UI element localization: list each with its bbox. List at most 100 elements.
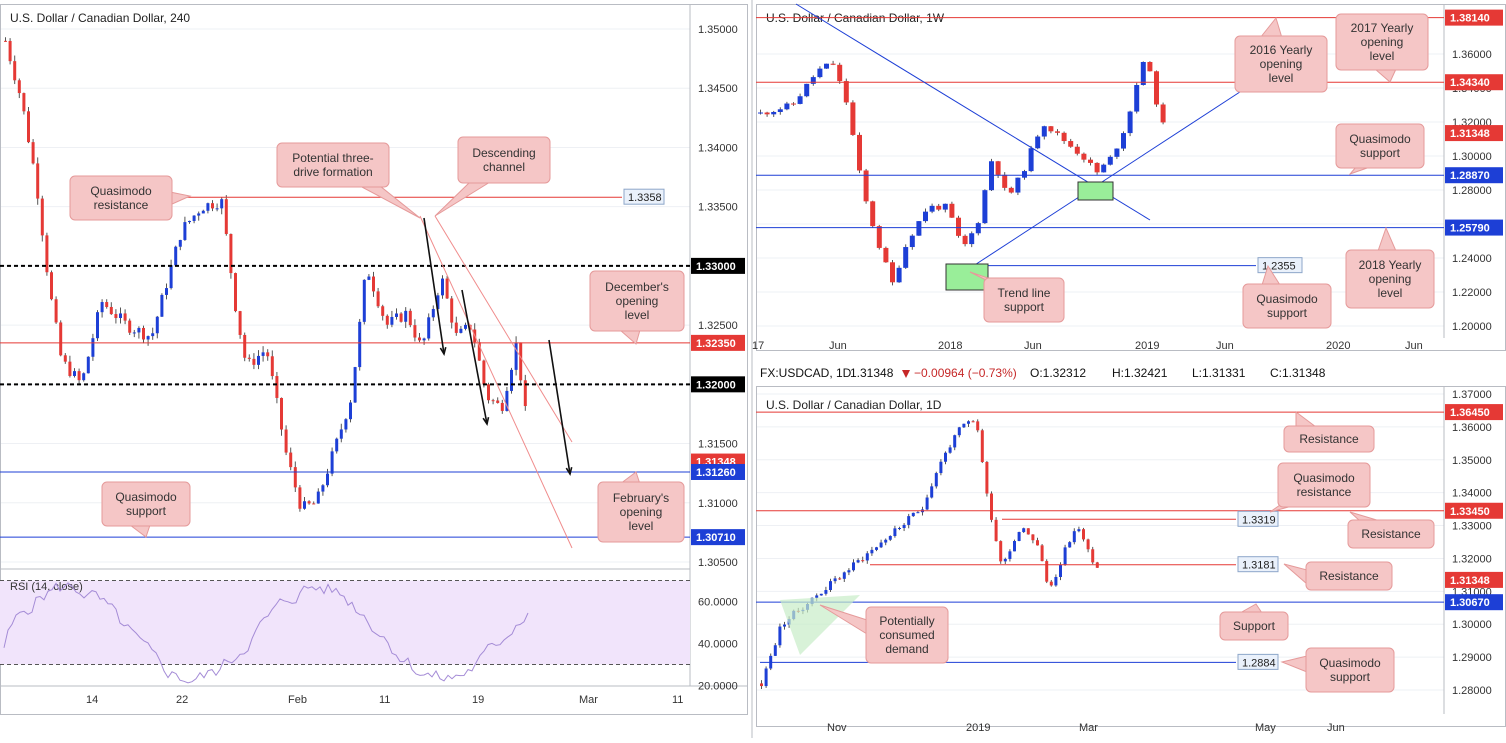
candle-body [944,452,947,462]
arrow-drive-1 [423,217,445,355]
price-axis-label: 1.37000 [1452,389,1492,401]
candle-body [8,40,12,62]
callout-text: Quasimodo support [1256,292,1318,320]
price-tag [1445,125,1503,142]
candle-body [523,380,527,407]
candle-body [293,467,297,488]
time-axis-label: Jun [1216,340,1234,352]
rsi-title: RSI (14, close) [10,581,83,593]
candle-body [956,217,961,236]
note-qm-support-1w-b: Quasimodo support [1242,264,1332,329]
callout-box [597,481,685,543]
candle-body [1041,126,1047,137]
note-resistance-3: Resistance [1283,561,1393,591]
callout-text: 2017 Yearly opening level [1351,21,1414,63]
candle-body [1154,71,1159,105]
callout-pointer [1280,655,1308,673]
candle-body [1063,547,1067,565]
candle-body [4,40,7,42]
price-axis-label: 1.31000 [698,498,738,510]
candle-body [45,235,49,273]
candle-body [165,288,168,295]
candle-body [169,265,173,289]
candle-body [870,549,874,554]
time-axis-label: 2019 [966,722,990,734]
candle-body [201,210,205,214]
candle-body [510,369,513,391]
callout-text: 2018 Yearly opening level [1359,258,1422,300]
candle-body [1072,531,1076,543]
note-three-drive: Potential three-drive formation [276,142,421,219]
panel-3: 1.37000 1.36000 1.35000 1.34000 1.33000 1.320… [756,386,1506,727]
candle-body [514,342,518,370]
callout-box [1234,35,1328,93]
level-tag [1237,653,1279,670]
candle-body [270,356,274,377]
candle-body [824,590,828,594]
candle-body [949,203,955,218]
callout-box [276,142,390,188]
candle-body [884,539,888,543]
candle-body [1160,104,1166,123]
callout-box [1242,283,1332,329]
candle-body [890,262,895,283]
candle-body [436,295,440,309]
candle-body [985,461,989,494]
candle-body [339,429,343,439]
candle-body [119,313,122,319]
quote-symbol: FX:USDCAD, 1D [760,366,852,380]
candle-body [257,355,260,365]
price-axis-label: 1.32000 [1452,553,1492,565]
candle-body [54,299,58,323]
note-consumed-demand: Potentially consumed demand [819,604,949,664]
time-axis-label: Jun [829,340,847,352]
candle-body [358,321,362,368]
candle-body [971,421,975,423]
price-tag-text: 1.36450 [1450,407,1490,419]
price-tag-text: 1.30670 [1450,597,1490,609]
candle-body [1049,581,1053,586]
callout-text: Potential three-drive formation [292,151,373,179]
candle-body [1086,539,1090,550]
candle-body [234,273,237,312]
candle-body [137,327,141,333]
note-trendline-support: Trend line support [969,271,1065,323]
candle-body [842,572,846,579]
candle-body [36,163,40,199]
candle-body [284,429,288,453]
candle-body [487,384,490,401]
candle-body [303,501,306,509]
candle-body [445,278,449,299]
callout-text: Support [1233,619,1276,633]
price-axis-label: 1.30000 [1452,151,1492,163]
price-axis-label: 1.35000 [698,24,738,36]
candle-body [953,435,957,448]
arrow-drive-1-head [439,347,447,357]
candle-body [1028,148,1034,172]
candle-body [151,333,155,337]
candles-4h [4,37,527,512]
candle-body [975,223,981,234]
level-tag [623,188,665,205]
note-resistance-2: Resistance [1347,511,1435,549]
price-tag-text: 1.31260 [696,467,736,479]
price-axis-label: 1.20000 [1452,321,1492,333]
price-tag-text: 1.32350 [696,338,736,350]
callout-box [1335,123,1425,169]
candle-body [903,247,909,268]
candle-body [843,81,849,103]
panel-frame [0,4,748,715]
candle-body [431,308,435,318]
price-tag [691,257,745,274]
note-descending-channel: Descending channel [434,136,551,217]
candle-body [1022,171,1027,178]
price-axis-label: 1.36000 [1452,422,1492,434]
callout-box [1305,647,1395,693]
candle-body [63,355,67,362]
candle-body [879,542,883,548]
candle-body [450,298,454,323]
candle-body [1008,187,1014,193]
candle-body [312,503,316,505]
candle-body [1121,133,1126,149]
price-tag [691,334,745,351]
